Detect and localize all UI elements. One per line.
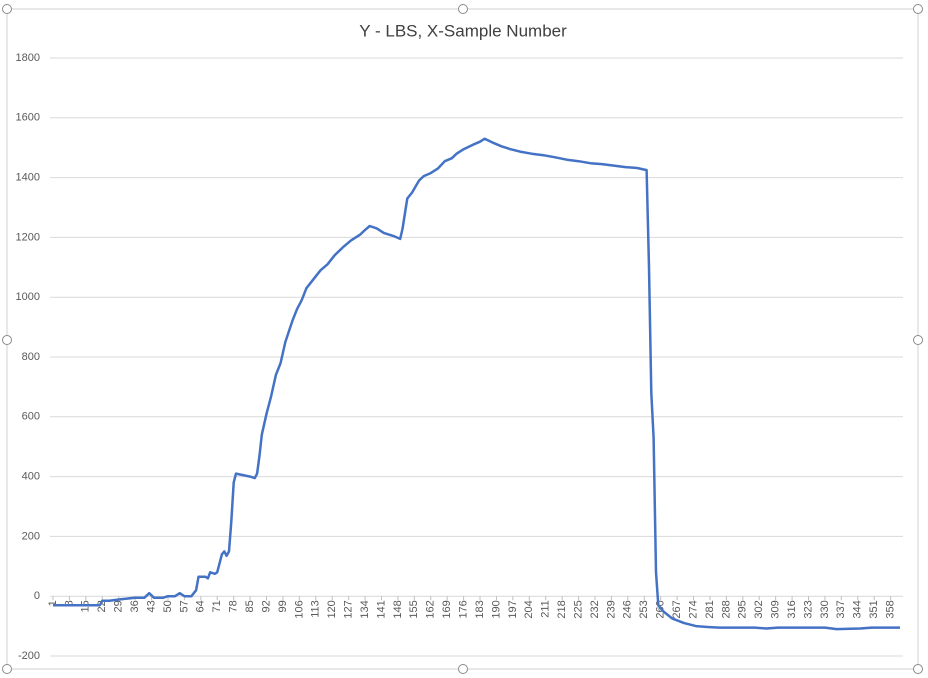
x-tick-label: 351 xyxy=(868,600,880,618)
x-tick-label: 295 xyxy=(737,600,749,618)
x-tick-label: 337 xyxy=(835,600,847,618)
x-tick-label: 29 xyxy=(113,600,125,612)
x-tick-label: 99 xyxy=(277,600,289,612)
x-tick-label: 197 xyxy=(507,600,519,618)
y-tick-label: -200 xyxy=(18,650,40,662)
x-tick-label: 22 xyxy=(96,600,108,612)
x-tick-label: 141 xyxy=(375,600,387,618)
x-tick-label: 36 xyxy=(129,600,141,612)
x-tick-label: 274 xyxy=(687,600,699,618)
y-tick-label: 1800 xyxy=(16,52,40,64)
y-tick-label: 400 xyxy=(22,471,40,483)
x-tick-label: 204 xyxy=(523,600,535,618)
data-line xyxy=(53,137,900,631)
x-tick-label: 176 xyxy=(458,600,470,618)
x-tick-label: 316 xyxy=(786,600,798,618)
x-tick-label: 64 xyxy=(195,600,207,612)
x-tick-label: 358 xyxy=(885,600,897,618)
x-tick-label: 120 xyxy=(326,600,338,618)
y-tick-label: 0 xyxy=(34,590,40,602)
x-tick-label: 127 xyxy=(343,600,355,618)
x-tick-label: 134 xyxy=(359,600,371,618)
x-tick-label: 330 xyxy=(819,600,831,618)
y-tick-label: 1000 xyxy=(16,291,40,303)
x-tick-label: 113 xyxy=(310,600,322,618)
x-tick-label: 78 xyxy=(228,600,240,612)
x-tick-label: 8 xyxy=(63,600,75,606)
x-tick-label: 148 xyxy=(392,600,404,618)
x-tick-label: 309 xyxy=(770,600,782,618)
x-tick-label: 106 xyxy=(293,600,305,618)
y-tick-label: 200 xyxy=(22,530,40,542)
x-tick-label: 267 xyxy=(671,600,683,618)
x-tick-label: 323 xyxy=(802,600,814,618)
x-tick-label: 169 xyxy=(441,600,453,618)
x-tick-label: 225 xyxy=(572,600,584,618)
x-tick-label: 239 xyxy=(605,600,617,618)
x-tick-label: 71 xyxy=(211,600,223,612)
y-tick-label: 1600 xyxy=(16,112,40,124)
x-tick-label: 85 xyxy=(244,600,256,612)
x-tick-label: 92 xyxy=(260,600,272,612)
x-tick-label: 43 xyxy=(145,600,157,612)
x-tick-label: 246 xyxy=(622,600,634,618)
x-tick-label: 344 xyxy=(852,600,864,618)
selection-handles[interactable] xyxy=(2,4,923,674)
x-tick-label: 57 xyxy=(178,600,190,612)
y-tick-label: 800 xyxy=(22,351,40,363)
x-tick-label: 232 xyxy=(589,600,601,618)
x-tick-label: 302 xyxy=(753,600,765,618)
x-tick-label: 1 xyxy=(47,600,59,606)
x-tick-label: 155 xyxy=(408,600,420,618)
chart-border xyxy=(6,8,919,670)
x-tick-label: 218 xyxy=(556,600,568,618)
y-tick-label: 1400 xyxy=(16,172,40,184)
x-tick-label: 190 xyxy=(490,600,502,618)
y-tick-label: 1200 xyxy=(16,231,40,243)
x-tick-label: 281 xyxy=(704,600,716,618)
x-tick-label: 50 xyxy=(162,600,174,612)
y-tick-label: 600 xyxy=(22,411,40,423)
x-tick-label: 253 xyxy=(638,600,650,618)
x-tick-label: 211 xyxy=(540,600,552,618)
x-tick-label: 183 xyxy=(474,600,486,618)
x-tick-label: 162 xyxy=(425,600,437,618)
chart-title: Y - LBS, X-Sample Number xyxy=(359,21,567,40)
x-tick-label: 288 xyxy=(720,600,732,618)
